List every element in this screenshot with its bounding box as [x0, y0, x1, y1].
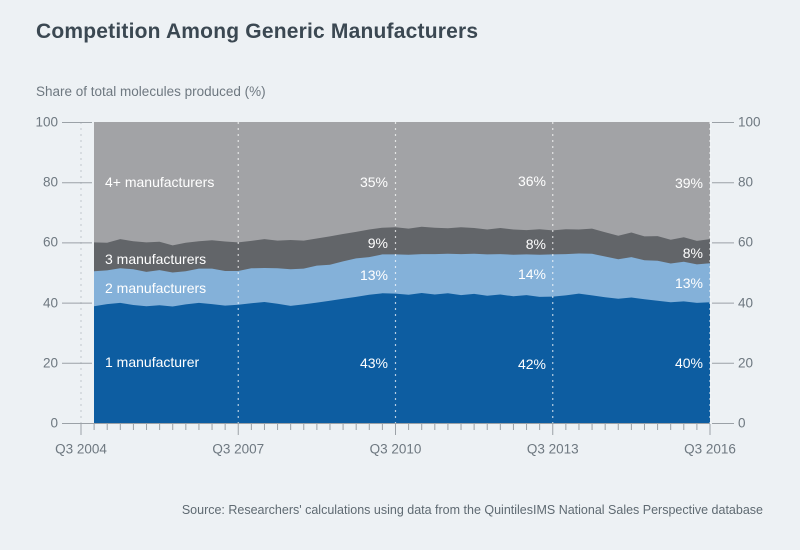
- y-axis-title: Share of total molecules produced (%): [36, 84, 266, 99]
- area-1-manufacturer: [94, 293, 710, 423]
- page-title: Competition Among Generic Manufacturers: [36, 20, 479, 43]
- source-note: Source: Researchers' calculations using …: [181, 503, 763, 517]
